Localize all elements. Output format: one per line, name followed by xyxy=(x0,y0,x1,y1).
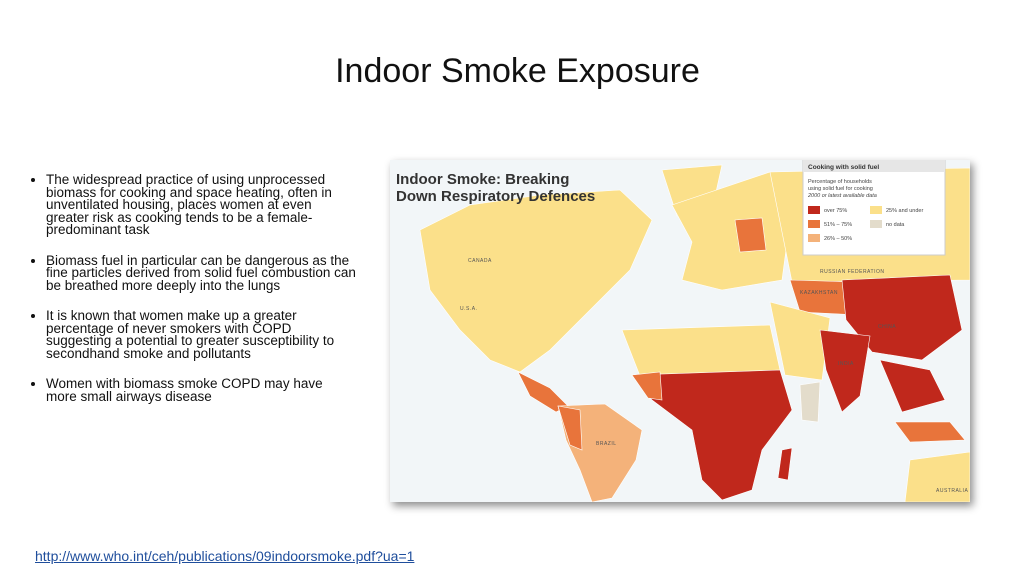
legend-items: over 75% 51% – 75% 26% – 50% 25% and under n… xyxy=(808,206,923,242)
map-title: Indoor Smoke: Breaking xyxy=(396,171,569,188)
map-figure: Indoor Smoke: Breaking Down Respiratory … xyxy=(390,160,970,502)
australia xyxy=(904,451,970,502)
legend-label: 25% and under xyxy=(886,208,923,214)
east-europe xyxy=(734,217,767,253)
map-legend: Cooking with solid fuel Percentage of ho… xyxy=(802,160,946,256)
legend-label: 51% – 75% xyxy=(824,222,852,228)
legend-label: no data xyxy=(886,222,905,228)
source-link[interactable]: http://www.who.int/ceh/publications/09in… xyxy=(35,548,415,564)
bullet: Biomass fuel in particular can be danger… xyxy=(46,253,356,293)
bullet: The widespread practice of using unproce… xyxy=(46,173,356,237)
legend-swatch xyxy=(808,206,820,214)
map-label: CHINA xyxy=(878,324,896,330)
china xyxy=(841,274,963,361)
legend-header xyxy=(803,160,945,172)
andes xyxy=(557,405,583,451)
map-label: AUSTRALIA xyxy=(936,488,968,494)
bullet: It is known that women make up a greater… xyxy=(46,309,356,360)
legend-heading: Cooking with solid fuel xyxy=(808,164,879,171)
legend-swatch xyxy=(808,220,820,228)
legend-label: 26% – 50% xyxy=(824,236,852,242)
legend-swatch xyxy=(808,234,820,242)
legend-swatch xyxy=(870,206,882,214)
legend-description: Percentage of households xyxy=(808,179,872,185)
legend-description: using solid fuel for cooking xyxy=(808,186,873,192)
sub-saharan-africa xyxy=(631,369,793,501)
legend-note: 2000 or latest available data xyxy=(807,193,877,199)
middle-east xyxy=(769,301,831,381)
bullet: Women with biomass smoke COPD may have m… xyxy=(46,377,356,403)
map-title: Down Respiratory Defences xyxy=(396,188,595,205)
map-label: KAZAKHSTAN xyxy=(800,290,838,296)
map-label: RUSSIAN FEDERATION xyxy=(820,269,884,275)
legend-swatch xyxy=(870,220,882,228)
india xyxy=(819,329,871,413)
west-africa xyxy=(631,371,663,401)
map-label: BRAZIL xyxy=(596,441,617,447)
no-data-region xyxy=(799,381,821,423)
north-america xyxy=(419,189,653,373)
map-label: U.S.A. xyxy=(460,306,477,312)
map-label: CANADA xyxy=(468,258,492,264)
southeast-asia xyxy=(879,359,946,413)
slide-title: Indoor Smoke Exposure xyxy=(335,52,700,90)
map-label: INDIA xyxy=(838,361,854,367)
madagascar xyxy=(777,447,793,481)
indonesia xyxy=(894,421,966,443)
legend-label: over 75% xyxy=(824,208,847,214)
bullet-list: The widespread practice of using unproce… xyxy=(26,173,356,421)
north-africa xyxy=(621,324,781,377)
